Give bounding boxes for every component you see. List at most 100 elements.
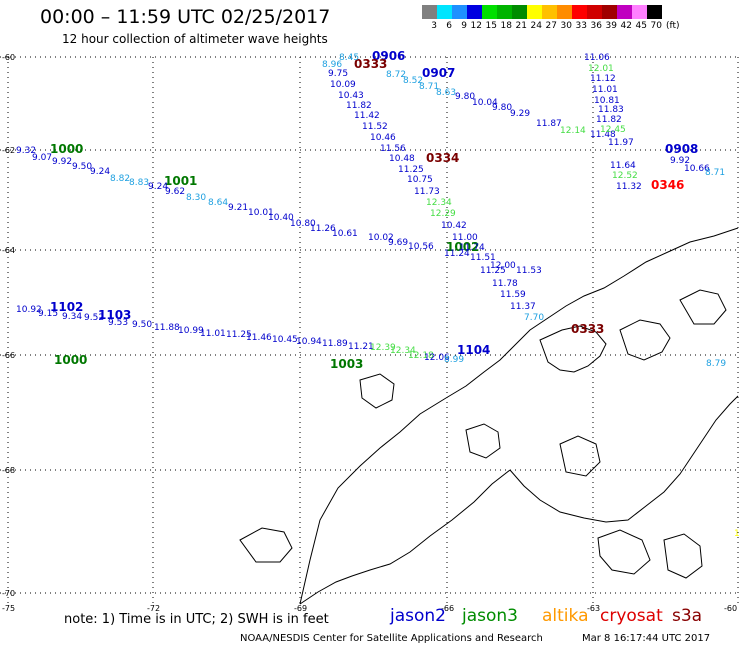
legend-label: 27 xyxy=(545,21,557,31)
legend-label: 42 xyxy=(620,21,632,31)
wave-height-value: 8.52 xyxy=(403,76,423,86)
latitude-label: -62 xyxy=(2,146,15,155)
legend-swatch xyxy=(587,5,602,19)
wave-height-value: 11.89 xyxy=(322,339,348,349)
track-time-label: 1102 xyxy=(50,300,83,314)
wave-height-value: 10.80 xyxy=(290,219,316,229)
legend-swatch xyxy=(572,5,587,19)
wave-height-value: 11.46 xyxy=(246,333,272,343)
wave-height-value: 12.30 xyxy=(734,529,740,539)
track-time-label: 1103 xyxy=(98,308,131,322)
wave-height-points: 0906 0907 0908 0333 0334 0346 0333 1000 1001 1002… xyxy=(16,49,740,539)
wave-height-value: 11.06 xyxy=(584,53,610,63)
wave-height-value: 10.40 xyxy=(268,213,294,223)
color-legend-labels: 3 6 9 12 15 18 21 24 27 30 33 36 39 42 45 70 (ft) xyxy=(422,21,679,31)
legend-label: 9 xyxy=(461,21,467,31)
wave-height-value: 11.52 xyxy=(362,122,388,132)
wave-height-value: 11.48 xyxy=(590,130,616,140)
wave-height-value: 9.80 xyxy=(492,103,512,113)
wave-height-value: 12.18 xyxy=(408,351,434,361)
wave-height-value: 8.71 xyxy=(419,82,439,92)
wave-height-value: 9.24 xyxy=(148,182,168,192)
wave-height-value: 10.94 xyxy=(296,337,322,347)
legend-label: 3 xyxy=(431,21,437,31)
legend-swatch xyxy=(512,5,527,19)
wave-height-value: 10.45 xyxy=(272,335,298,345)
legend-label: 30 xyxy=(560,21,572,31)
satellite-altika: altika xyxy=(542,606,589,626)
wave-height-value: 11.25 xyxy=(226,330,252,340)
wave-height-value: 12.06 xyxy=(424,353,450,363)
wave-height-value: 8.45 xyxy=(339,53,359,63)
satellite-cryosat: cryosat xyxy=(600,606,663,626)
wave-height-value: 9.34 xyxy=(62,312,82,322)
wave-height-value: 7.70 xyxy=(524,313,544,323)
wave-height-value: 8.63 xyxy=(436,88,456,98)
wave-height-value: 10.99 xyxy=(178,326,204,336)
wave-height-value: 11.32 xyxy=(616,182,642,192)
legend-label: 33 xyxy=(575,21,587,31)
legend-label: 24 xyxy=(530,21,542,31)
wave-height-value: 11.00 xyxy=(452,233,478,243)
credit-line: NOAA/NESDIS Center for Satellite Applica… xyxy=(240,633,543,644)
track-time-label: 1003 xyxy=(330,357,363,371)
wave-height-value: 9.62 xyxy=(165,187,185,197)
wave-height-value: 10.09 xyxy=(330,80,356,90)
wave-height-value: 11.01 xyxy=(592,85,618,95)
wave-height-value: 11.01 xyxy=(200,329,226,339)
track-time-label: 0346 xyxy=(651,178,684,192)
wave-height-value: 11.51 xyxy=(470,253,496,263)
wave-height-value: 8.71 xyxy=(705,168,725,178)
wave-height-value: 10.48 xyxy=(389,154,415,164)
legend-label: 39 xyxy=(605,21,617,31)
wave-height-value: 8.96 xyxy=(322,60,342,70)
wave-height-value: 9.32 xyxy=(16,146,36,156)
wave-height-value: 12.00 xyxy=(490,261,516,271)
track-time-label: 1001 xyxy=(164,174,197,188)
wave-height-value: 11.42 xyxy=(354,111,380,121)
track-time-label: 1002 xyxy=(446,240,479,254)
wave-height-value: 9.69 xyxy=(388,238,408,248)
legend-label: 18 xyxy=(500,21,512,31)
legend-swatch xyxy=(602,5,617,19)
legend-label: 12 xyxy=(470,21,482,31)
legend-swatch xyxy=(557,5,572,19)
legend-label: 70 xyxy=(650,21,662,31)
latitude-label: -60 xyxy=(2,53,15,62)
wave-height-value: 8.30 xyxy=(186,193,206,203)
color-legend xyxy=(422,5,662,19)
wave-height-value: 8.99 xyxy=(444,355,464,365)
wave-height-value: 12.39 xyxy=(370,343,396,353)
legend-swatch xyxy=(482,5,497,19)
track-time-label: 1104 xyxy=(457,343,490,357)
map-subtitle: 12 hour collection of altimeter wave hei… xyxy=(62,32,328,46)
legend-swatch xyxy=(452,5,467,19)
track-time-label: 0908 xyxy=(665,142,698,156)
track-time-label: 0333 xyxy=(354,57,387,71)
wave-height-value: 11.74 xyxy=(459,243,485,253)
track-time-label: 0334 xyxy=(426,151,459,165)
longitude-label: -66 xyxy=(441,604,454,613)
legend-label: 21 xyxy=(515,21,527,31)
wave-height-value: 11.59 xyxy=(500,290,526,300)
wave-height-value: 11.24 xyxy=(444,249,470,259)
legend-swatch xyxy=(647,5,662,19)
legend-swatch xyxy=(632,5,647,19)
wave-height-value: 11.56 xyxy=(380,144,406,154)
wave-height-value: 11.78 xyxy=(492,279,518,289)
wave-height-value: 11.37 xyxy=(510,302,536,312)
wave-height-value: 9.15 xyxy=(38,309,58,319)
wave-height-value: 11.82 xyxy=(596,115,622,125)
track-time-label: 0906 xyxy=(372,49,405,63)
wave-height-value: 9.24 xyxy=(90,167,110,177)
wave-height-value: 10.02 xyxy=(368,233,394,243)
legend-label: 36 xyxy=(590,21,602,31)
legend-swatch xyxy=(437,5,452,19)
legend-label: 6 xyxy=(446,21,452,31)
wave-height-value: 12.52 xyxy=(612,171,638,181)
map-title: 00:00 – 11:59 UTC 02/25/2017 xyxy=(40,6,331,28)
wave-height-value: 8.72 xyxy=(386,70,406,80)
lat-lon-grid xyxy=(0,56,740,604)
wave-height-value: 10.56 xyxy=(408,242,434,252)
